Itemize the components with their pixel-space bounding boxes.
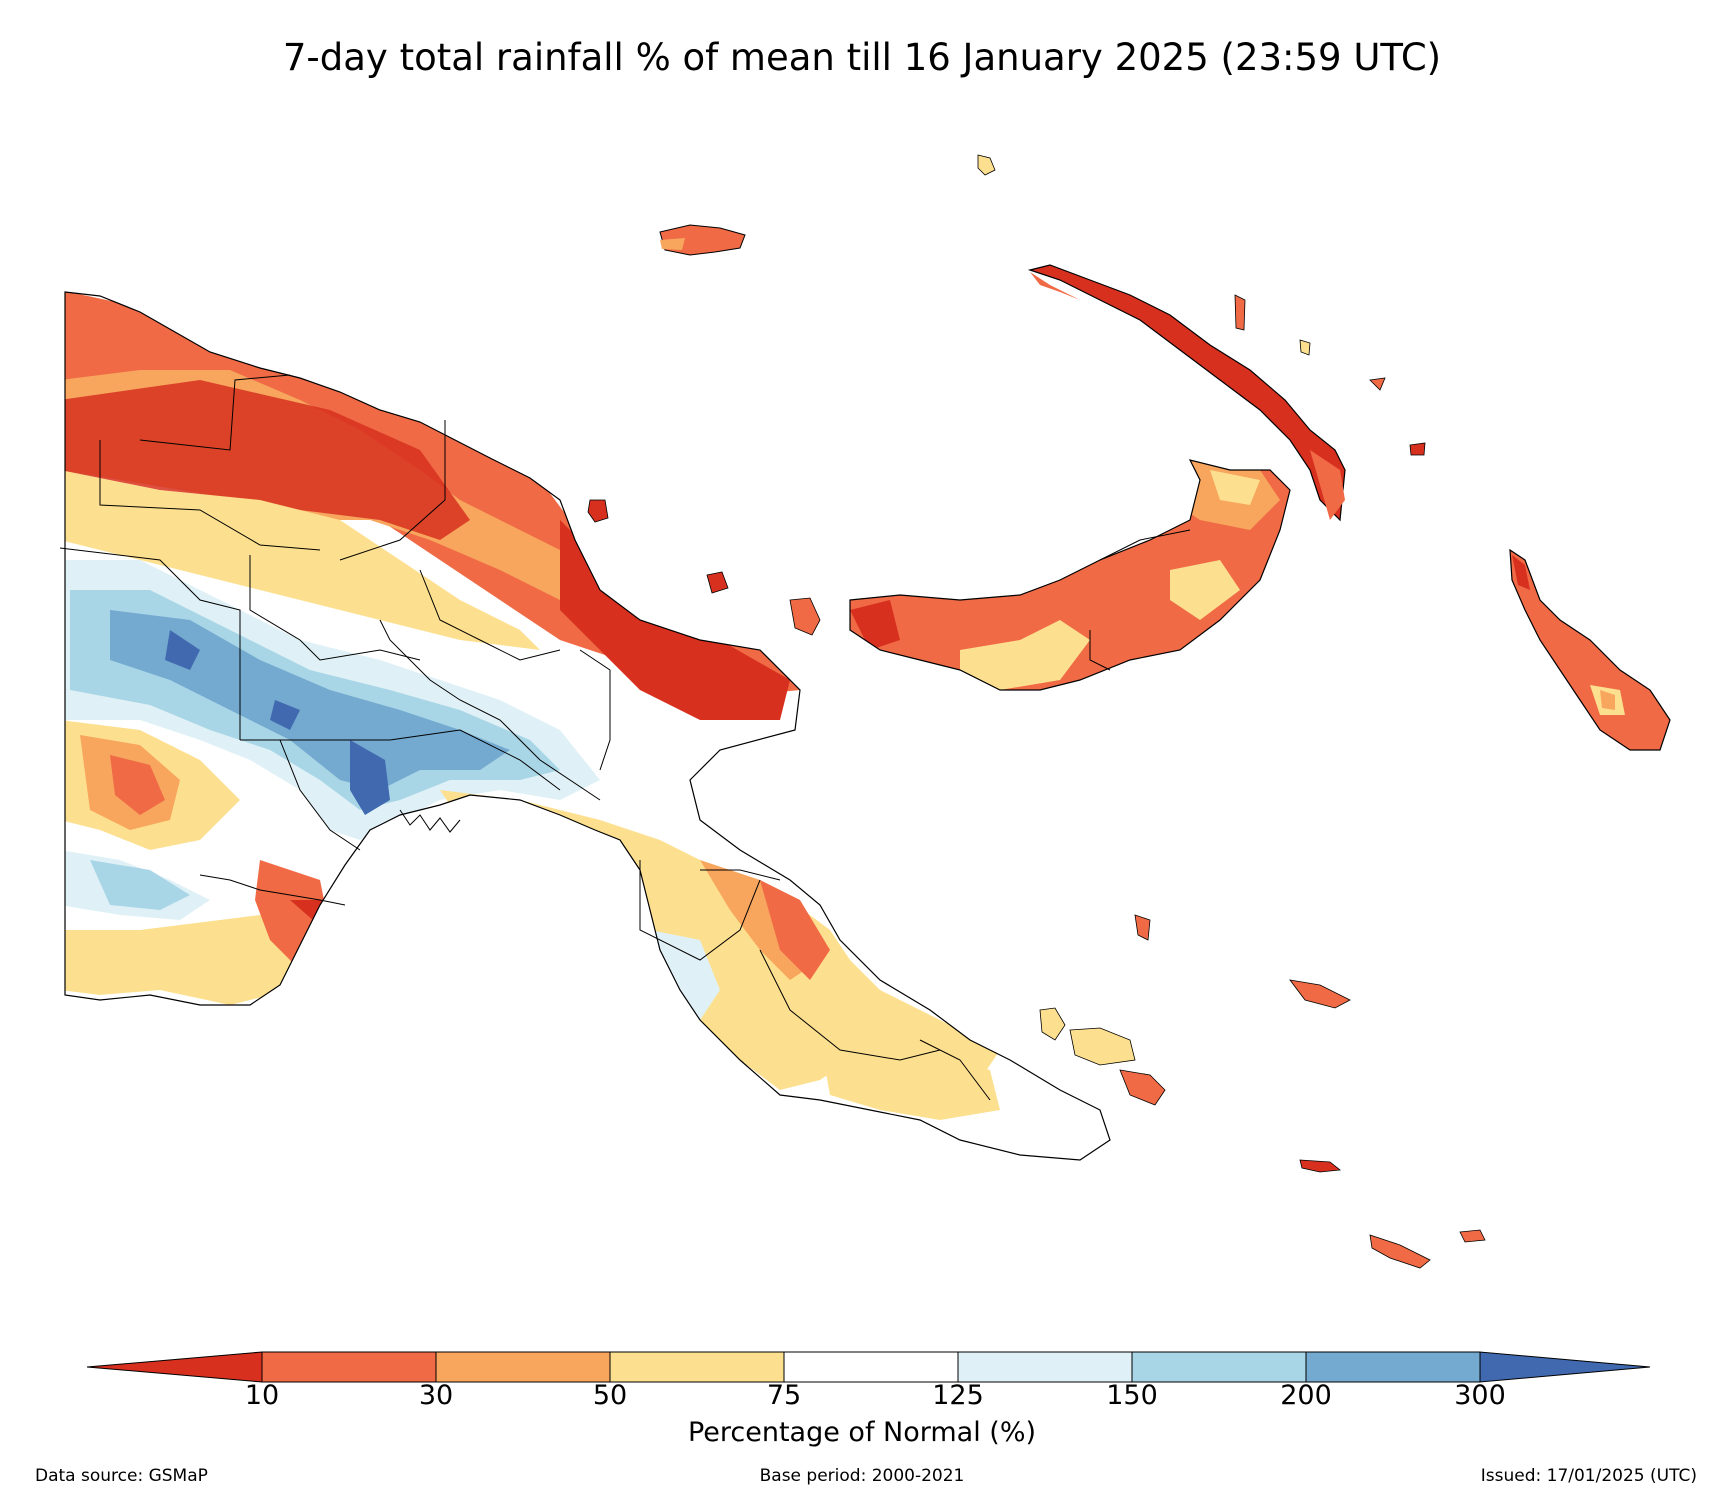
colorbar-under-extension xyxy=(86,1351,263,1383)
colorbar-tick-125: 125 xyxy=(932,1380,984,1411)
bougainville-island xyxy=(1509,548,1671,751)
rainfall-map xyxy=(59,154,1671,1269)
umboi-island xyxy=(789,597,821,636)
woodlark-island xyxy=(1289,979,1351,1009)
colorbar-tick-30: 30 xyxy=(418,1380,454,1411)
feni-island xyxy=(1409,442,1426,456)
lihir-island xyxy=(1234,294,1246,331)
goodenough-island xyxy=(1039,1007,1066,1041)
colorbar-tick-75: 75 xyxy=(766,1380,802,1411)
colorbar xyxy=(86,1351,1651,1383)
fergusson-island xyxy=(1069,1027,1136,1066)
duke-island xyxy=(1369,377,1386,391)
colorbar-bin-50-75 xyxy=(609,1351,785,1383)
colorbar-label: Percentage of Normal (%) xyxy=(687,1417,1037,1448)
map-title: 7-day total rainfall % of mean till 16 J… xyxy=(282,36,1442,79)
normanby-island xyxy=(1119,1069,1166,1106)
colorbar-tick-150: 150 xyxy=(1106,1380,1158,1411)
data-source-note: Data source: GSMaP xyxy=(35,1466,208,1486)
colorbar-bin-150-200 xyxy=(1131,1351,1307,1383)
misima-island xyxy=(1299,1159,1342,1173)
colorbar-tick-10: 10 xyxy=(244,1380,280,1411)
province-boundaries xyxy=(59,374,1191,1101)
long-island xyxy=(706,571,729,594)
tagula-island xyxy=(1369,1234,1431,1269)
mussau-island xyxy=(977,154,996,176)
colorbar-tick-50: 50 xyxy=(592,1380,628,1411)
tabar-island xyxy=(1299,339,1311,356)
issued-date-note: Issued: 17/01/2025 (UTC) xyxy=(1480,1466,1697,1486)
trobriand-island xyxy=(1134,914,1151,941)
colorbar-bin-75-125 xyxy=(783,1351,959,1383)
colorbar-over-extension xyxy=(1479,1351,1651,1383)
colorbar-bin-30-50 xyxy=(435,1351,611,1383)
rossel-island xyxy=(1459,1229,1486,1243)
colorbar-bin-200-300 xyxy=(1305,1351,1481,1383)
fly-river-mouth xyxy=(199,874,346,906)
colorbar-bin-10-30 xyxy=(261,1351,437,1383)
colorbar-tick-300: 300 xyxy=(1454,1380,1506,1411)
base-period-note: Base period: 2000-2021 xyxy=(759,1466,965,1486)
colorbar-bin-125-150 xyxy=(957,1351,1133,1383)
karkar-island xyxy=(587,499,609,523)
colorbar-tick-200: 200 xyxy=(1280,1380,1332,1411)
